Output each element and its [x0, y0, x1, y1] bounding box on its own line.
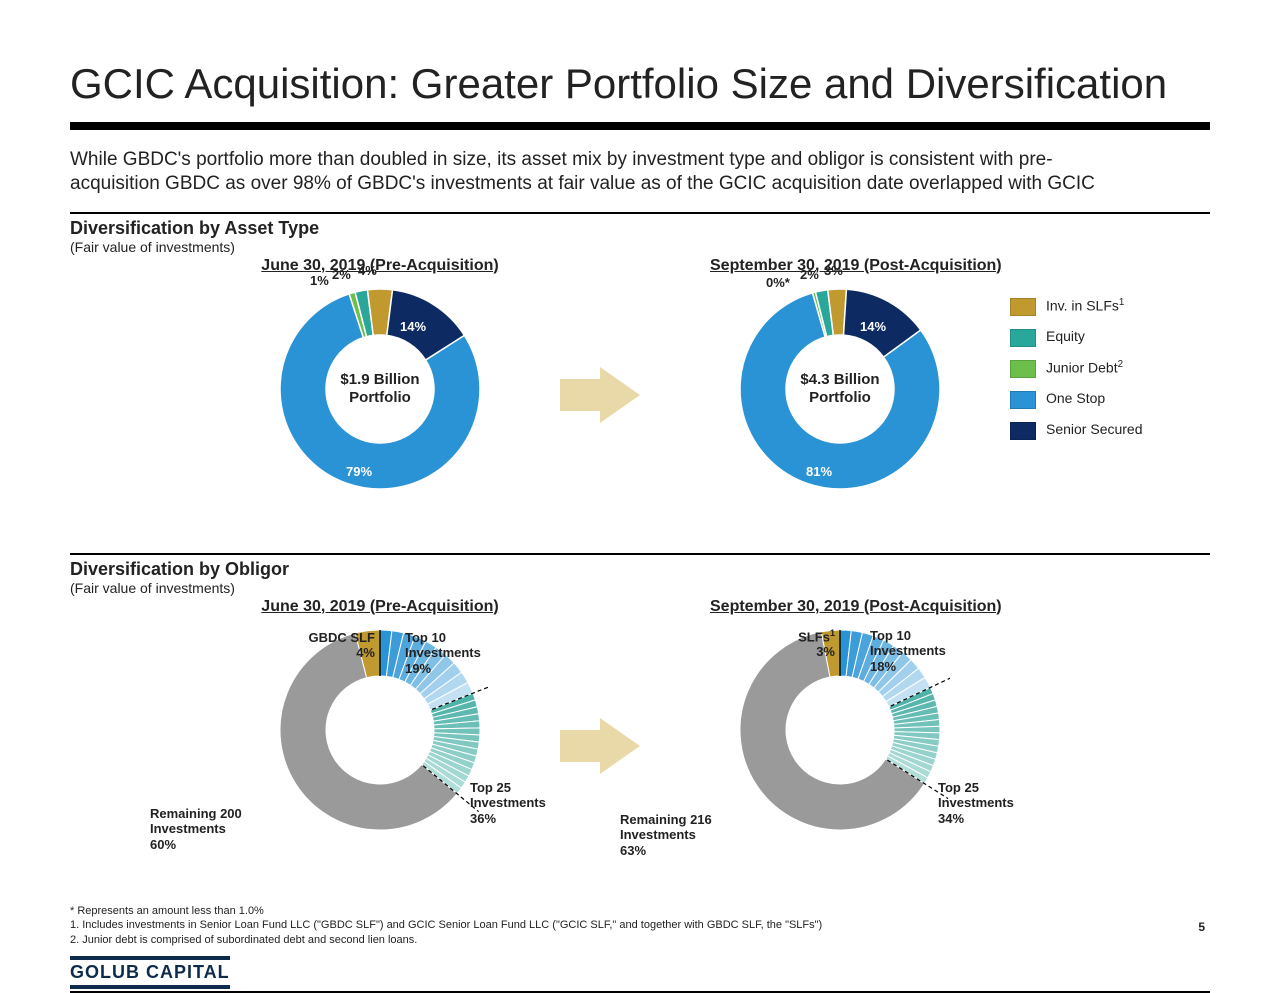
- legend-swatch: [1010, 391, 1036, 409]
- obligor-row: June 30, 2019 (Pre-Acquisition) GBDC SLF…: [70, 598, 1210, 898]
- ob-post-top25-pct: 34%: [938, 811, 1048, 827]
- asset-post-top-2: 3%: [824, 263, 843, 278]
- legend-label: Inv. in SLFs1: [1046, 297, 1124, 314]
- asset-post-center: $4.3 Billion Portfolio: [800, 371, 879, 407]
- legend-item: Junior Debt2: [1010, 359, 1190, 378]
- ob-pre-top25-label: Top 25 Investments: [470, 780, 580, 811]
- divider: [70, 212, 1210, 214]
- logo: GOLUB CAPITAL: [70, 956, 230, 989]
- legend-label: Equity: [1046, 328, 1085, 344]
- legend-swatch: [1010, 422, 1036, 440]
- ob-post-slf: SLFs1 3%: [750, 628, 835, 661]
- section2-sub: (Fair value of investments): [70, 580, 1210, 596]
- section2-heading: Diversification by Obligor: [70, 559, 1210, 580]
- ob-post-slf-label: SLFs1: [750, 628, 835, 645]
- obligor-pre-title: June 30, 2019 (Pre-Acquisition): [250, 598, 510, 616]
- legend-swatch: [1010, 298, 1036, 316]
- asset-pre-center-1: $1.9 Billion: [340, 371, 419, 389]
- legend-label: Senior Secured: [1046, 421, 1143, 437]
- page-title: GCIC Acquisition: Greater Portfolio Size…: [70, 60, 1210, 108]
- ob-post-top10-pct: 18%: [870, 659, 980, 675]
- ob-pre-slf: GBDC SLF 4%: [280, 630, 375, 661]
- legend-swatch: [1010, 329, 1036, 347]
- ob-pre-rem-label: Remaining 200 Investments: [150, 806, 280, 837]
- asset-pre-top-0: 1%: [310, 273, 329, 288]
- asset-pre-center: $1.9 Billion Portfolio: [340, 371, 419, 407]
- ob-post-top10: Top 10 Investments 18%: [870, 628, 980, 675]
- asset-type-row: June 30, 2019 (Pre-Acquisition) $1.9 Bil…: [70, 257, 1210, 547]
- legend-swatch: [1010, 360, 1036, 378]
- page-number: 5: [1198, 920, 1205, 934]
- title-rule: [70, 122, 1210, 130]
- ob-pre-slf-label: GBDC SLF: [280, 630, 375, 646]
- ob-pre-remaining: Remaining 200 Investments 60%: [150, 806, 280, 853]
- asset-post-top-0: 0%*: [766, 275, 790, 290]
- asset-pre-right: 14%: [400, 319, 426, 334]
- legend-item: One Stop: [1010, 390, 1190, 409]
- ob-post-top10-label: Top 10 Investments: [870, 628, 980, 659]
- legend-item: Inv. in SLFs1: [1010, 297, 1190, 316]
- section1-sub: (Fair value of investments): [70, 239, 1210, 255]
- ob-pre-top25-pct: 36%: [470, 811, 580, 827]
- subtitle: While GBDC's portfolio more than doubled…: [70, 148, 1130, 196]
- footnotes: * Represents an amount less than 1.0% 1.…: [70, 904, 1210, 949]
- asset-post-top-1: 2%: [800, 267, 819, 282]
- arrow-icon: [560, 718, 640, 774]
- ob-pre-top10-label: Top 10 Investments: [405, 630, 515, 661]
- ob-post-rem-pct: 63%: [620, 843, 750, 859]
- asset-legend: Inv. in SLFs1 Equity Junior Debt2 One Stop S…: [1010, 297, 1190, 452]
- section1-heading: Diversification by Asset Type: [70, 218, 1210, 239]
- asset-pre-top-1: 2%: [332, 267, 351, 282]
- legend-item: Equity: [1010, 328, 1190, 347]
- ob-pre-top10-pct: 19%: [405, 661, 515, 677]
- asset-pre-bottom: 79%: [346, 464, 372, 479]
- ob-pre-rem-pct: 60%: [150, 837, 280, 853]
- ob-post-slf-pct: 3%: [750, 644, 835, 660]
- footnote-0: * Represents an amount less than 1.0%: [70, 904, 1210, 919]
- asset-post-bottom: 81%: [806, 464, 832, 479]
- asset-pre-center-2: Portfolio: [340, 389, 419, 407]
- ob-post-rem-label: Remaining 216 Investments: [620, 812, 750, 843]
- legend-item: Senior Secured: [1010, 421, 1190, 440]
- legend-label: Junior Debt2: [1046, 359, 1123, 376]
- ob-post-top25: Top 25 Investments 34%: [938, 780, 1048, 827]
- ob-post-top25-label: Top 25 Investments: [938, 780, 1048, 811]
- slide: GCIC Acquisition: Greater Portfolio Size…: [0, 0, 1280, 989]
- footnote-2: 2. Junior debt is comprised of subordina…: [70, 933, 1210, 948]
- ob-pre-top25: Top 25 Investments 36%: [470, 780, 580, 827]
- asset-post-center-2: Portfolio: [800, 389, 879, 407]
- obligor-post-title: September 30, 2019 (Post-Acquisition): [710, 598, 970, 616]
- asset-pre-wrap: June 30, 2019 (Pre-Acquisition) $1.9 Bil…: [250, 257, 510, 499]
- footnote-1: 1. Includes investments in Senior Loan F…: [70, 918, 1210, 933]
- ob-pre-top10: Top 10 Investments 19%: [405, 630, 515, 677]
- legend-label: One Stop: [1046, 390, 1105, 406]
- ob-pre-slf-pct: 4%: [280, 645, 375, 661]
- asset-post-right: 14%: [860, 319, 886, 334]
- ob-post-remaining: Remaining 216 Investments 63%: [620, 812, 750, 859]
- divider: [70, 553, 1210, 555]
- arrow-icon: [560, 367, 640, 423]
- asset-pre-top-2: 4%: [358, 263, 377, 278]
- asset-pre-title: June 30, 2019 (Pre-Acquisition): [250, 257, 510, 275]
- asset-post-wrap: September 30, 2019 (Post-Acquisition) $4…: [710, 257, 970, 499]
- asset-post-center-1: $4.3 Billion: [800, 371, 879, 389]
